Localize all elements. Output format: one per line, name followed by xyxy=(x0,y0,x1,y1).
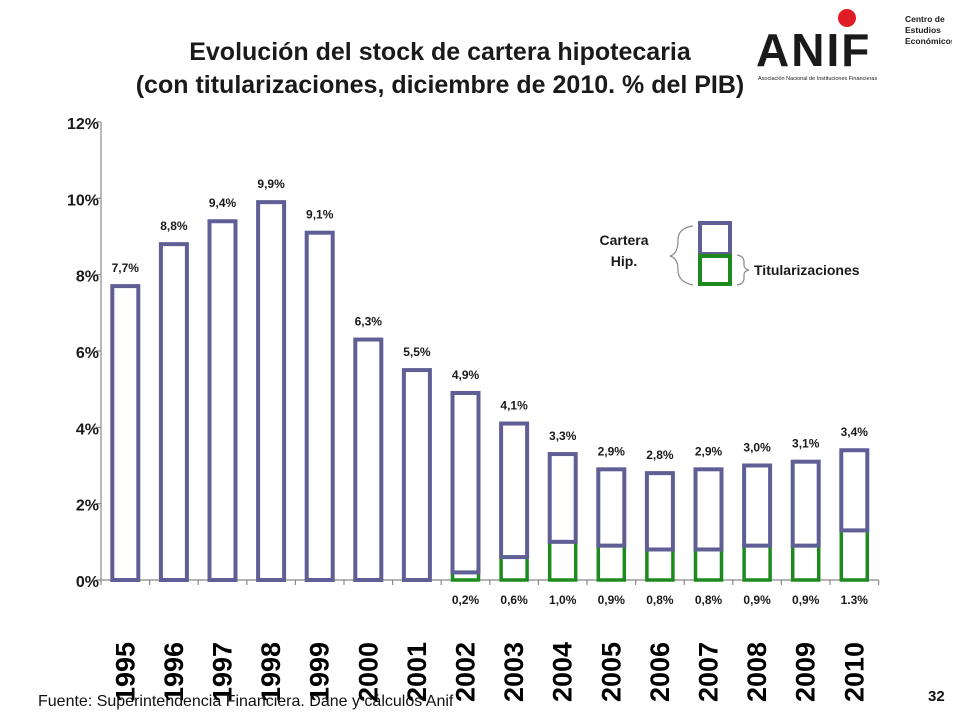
total-value-label: 6,3% xyxy=(355,315,383,329)
titularizacion-value-label: 0,9% xyxy=(792,593,820,607)
title-line-1: Evolución del stock de cartera hipotecar… xyxy=(189,38,691,66)
bar-cartera xyxy=(839,448,870,533)
total-value-label: 2,8% xyxy=(646,448,674,462)
x-category-label: 2003 xyxy=(499,642,529,702)
legend-titularizaciones-swatch xyxy=(698,254,732,286)
titularizacion-value-label: 1.3% xyxy=(841,593,869,607)
legend-brace-right xyxy=(736,254,750,286)
titularizacion-value-label: 0,9% xyxy=(743,593,771,607)
total-value-label: 3,1% xyxy=(792,437,820,451)
total-value-label: 2,9% xyxy=(695,444,723,458)
bar-cartera xyxy=(499,421,530,560)
logo-centro-3: Económicos xyxy=(905,36,952,46)
titularizacion-value-label: 0,8% xyxy=(646,593,674,607)
logo-subtitle: Asociación Nacional de Instituciones Fin… xyxy=(758,76,877,82)
x-category-label: 1996 xyxy=(159,642,189,702)
legend-titularizaciones-label: Titularizaciones xyxy=(754,262,860,278)
y-tick-label: 6% xyxy=(76,345,99,362)
total-value-label: 4,9% xyxy=(452,368,480,382)
y-tick-label: 10% xyxy=(67,192,99,209)
bar-titularizaciones xyxy=(547,540,578,582)
x-category-label: 2002 xyxy=(451,642,481,702)
x-category-label: 1998 xyxy=(256,642,286,702)
bar-cartera xyxy=(256,200,287,582)
x-category-label: 2008 xyxy=(742,642,772,702)
y-tick-label: 0% xyxy=(76,574,99,591)
titularizacion-value-label: 0,8% xyxy=(695,593,723,607)
legend-cartera-label-2: Hip. xyxy=(611,253,637,269)
total-value-label: 8,8% xyxy=(160,219,188,233)
total-value-label: 5,5% xyxy=(403,345,431,359)
bar-cartera xyxy=(207,219,238,582)
bar-titularizaciones xyxy=(499,555,529,582)
titularizacion-value-label: 0,2% xyxy=(452,593,480,607)
y-tick-label: 2% xyxy=(76,498,99,515)
bar-cartera xyxy=(158,242,189,582)
x-category-label: 2004 xyxy=(548,642,578,702)
anif-logo: ANIF Asociación Nacional de Institucione… xyxy=(756,9,952,82)
bar-cartera xyxy=(693,467,724,552)
titularizacion-value-label: 1,0% xyxy=(549,593,577,607)
total-value-label: 9,9% xyxy=(257,177,285,191)
total-value-label: 3,4% xyxy=(841,425,869,439)
x-category-label: 2010 xyxy=(839,642,869,702)
y-tick-label: 12% xyxy=(67,116,99,133)
page-number: 32 xyxy=(928,688,945,705)
bar-titularizaciones xyxy=(645,547,675,582)
bars xyxy=(110,200,870,583)
logo-brand: ANIF xyxy=(756,24,871,76)
x-category-label: 2001 xyxy=(402,642,432,702)
x-category-label: 1997 xyxy=(208,642,238,702)
title-line-2: (con titularizaciones, diciembre de 2010… xyxy=(135,71,745,99)
titularizacion-value-label: 0,9% xyxy=(598,593,626,607)
legend: Cartera Hip. Titularizaciones xyxy=(599,221,860,286)
bar-cartera xyxy=(450,390,481,575)
bar-cartera xyxy=(401,368,432,583)
bar-cartera xyxy=(110,284,141,582)
bar-cartera xyxy=(790,459,821,548)
x-category-label: 1995 xyxy=(110,642,140,702)
y-tick-label: 8% xyxy=(76,269,99,286)
bar-cartera xyxy=(644,471,675,552)
legend-brace-left xyxy=(669,225,694,286)
logo-centro-1: Centro de xyxy=(905,14,945,24)
total-value-label: 7,7% xyxy=(112,261,140,275)
x-category-label: 1999 xyxy=(305,642,335,702)
source-note: Fuente: Superintendencia Financiera. Dan… xyxy=(38,693,454,710)
total-value-label: 3,0% xyxy=(743,441,771,455)
bar-titularizaciones xyxy=(742,543,772,582)
total-value-label: 2,9% xyxy=(598,444,626,458)
total-value-label: 4,1% xyxy=(500,399,528,413)
x-category-label: 2006 xyxy=(645,642,675,702)
data-labels: 7,7% 1995 8,8% 1996 9,4% 1997 9,9% 1998 9,1% 1999… xyxy=(110,177,869,702)
total-value-label: 9,1% xyxy=(306,208,334,222)
x-category-label: 2005 xyxy=(596,642,626,702)
titularizacion-value-label: 0,6% xyxy=(500,593,528,607)
bar-titularizaciones xyxy=(790,543,821,582)
bar-cartera xyxy=(742,463,773,548)
y-tick-label: 4% xyxy=(76,421,99,438)
chart-title: Evolución del stock de cartera hipotecar… xyxy=(40,36,840,102)
bar-titularizaciones xyxy=(839,528,870,582)
logo-centro-2: Estudios xyxy=(905,25,941,35)
bar-titularizaciones xyxy=(693,547,724,582)
bar-cartera xyxy=(547,452,578,544)
bar-cartera xyxy=(353,337,384,582)
legend-cartera-label-1: Cartera xyxy=(599,232,648,248)
total-value-label: 9,4% xyxy=(209,196,237,210)
bar-titularizaciones xyxy=(596,543,627,582)
total-value-label: 3,3% xyxy=(549,429,577,443)
x-category-label: 2007 xyxy=(694,642,724,702)
bar-cartera xyxy=(596,467,627,548)
bar-cartera xyxy=(304,230,335,583)
x-category-label: 2000 xyxy=(353,642,383,702)
x-category-label: 2009 xyxy=(791,642,821,702)
legend-cartera-swatch xyxy=(698,221,732,256)
logo-red-dot xyxy=(838,9,856,27)
